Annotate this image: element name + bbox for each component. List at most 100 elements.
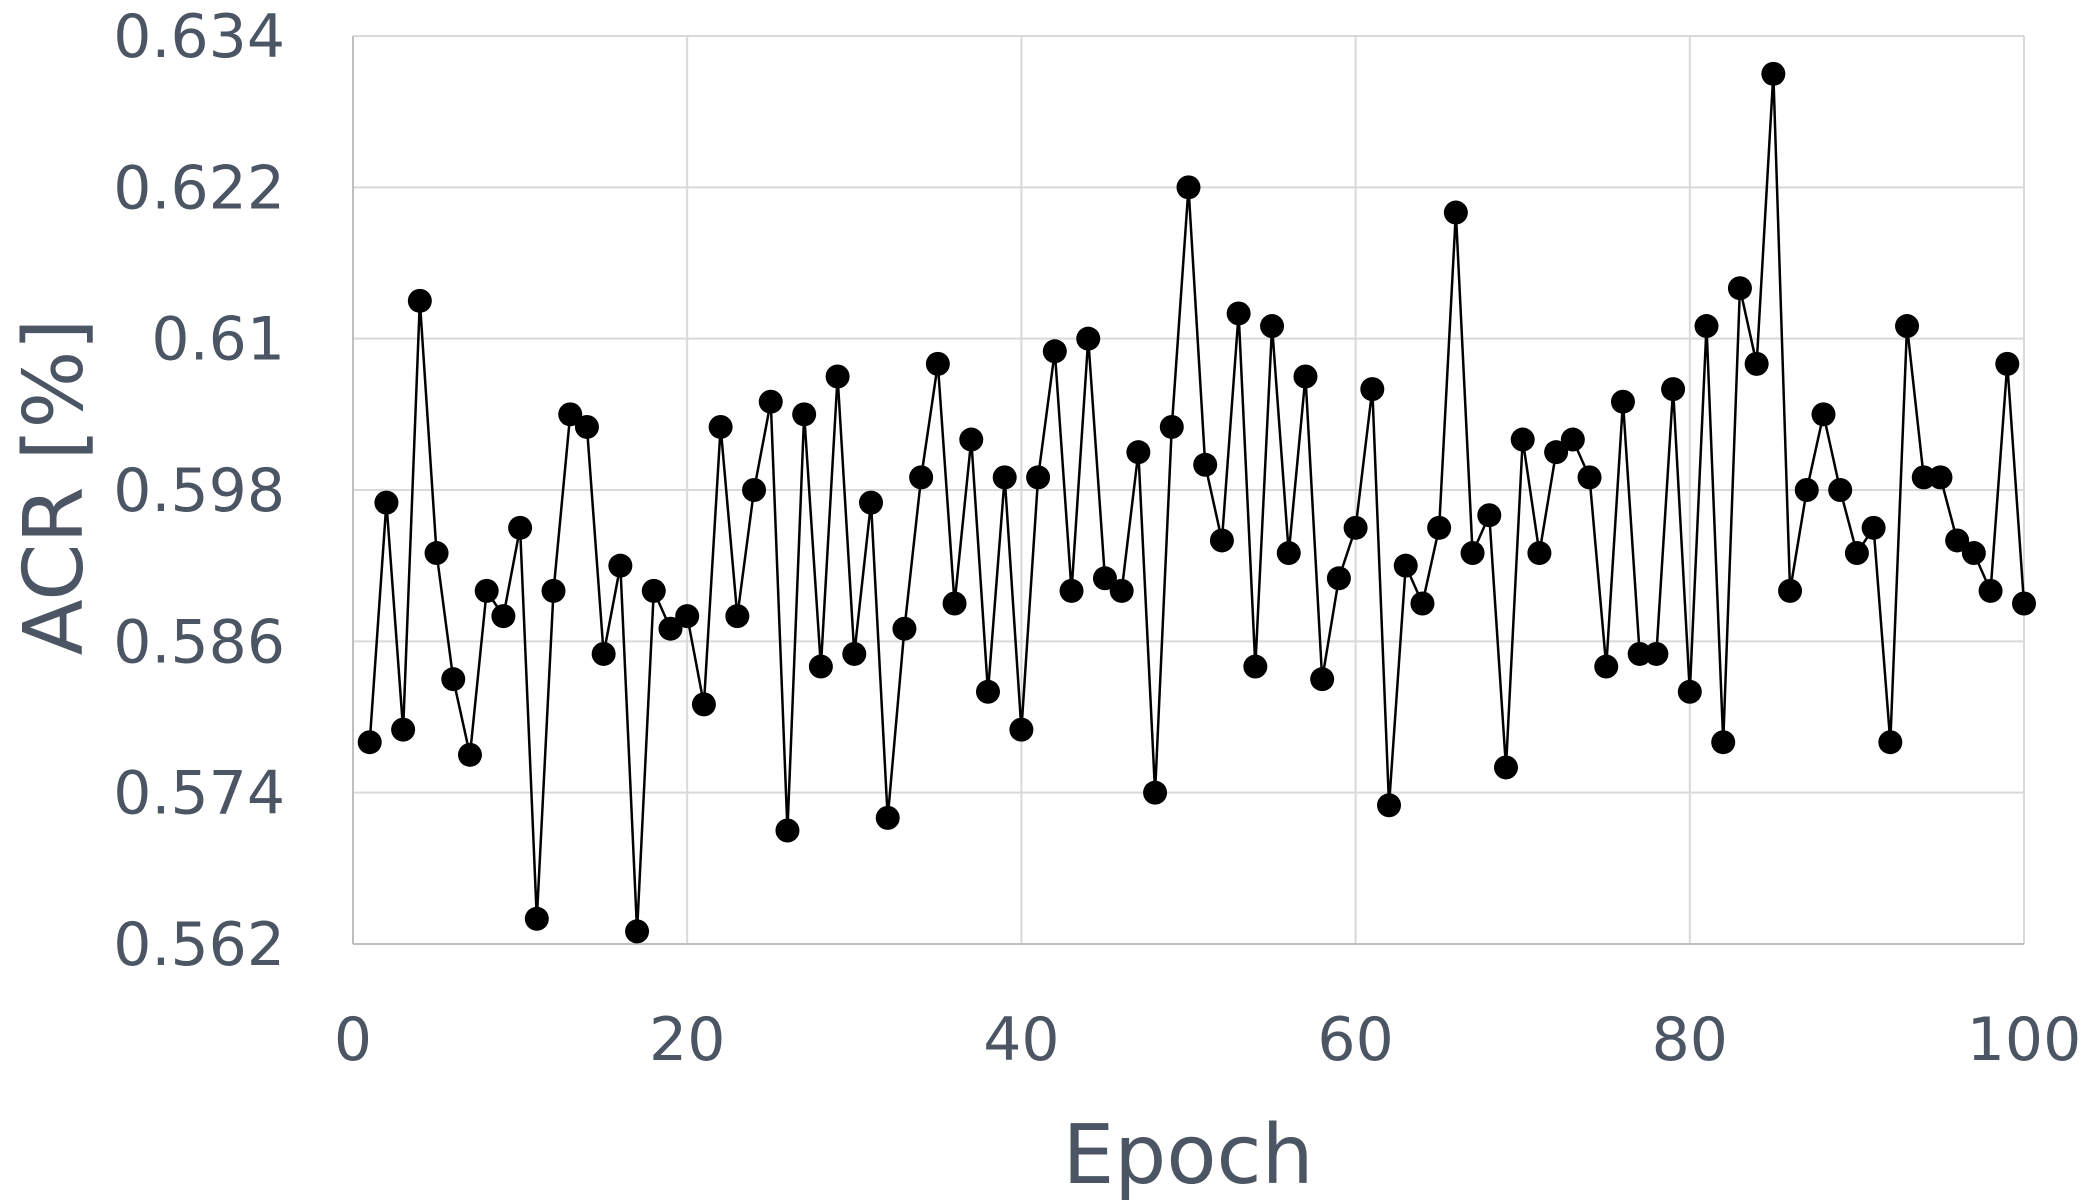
data-point xyxy=(441,667,466,692)
data-point xyxy=(1560,427,1585,452)
data-point xyxy=(1911,465,1936,490)
data-point xyxy=(1878,730,1903,755)
data-point xyxy=(909,465,934,490)
data-point xyxy=(357,730,382,755)
data-point xyxy=(491,604,516,629)
x-tick-label: 80 xyxy=(1652,1005,1728,1075)
data-point xyxy=(959,427,984,452)
data-point xyxy=(1978,578,2003,603)
data-point xyxy=(391,717,416,742)
data-point xyxy=(1744,351,1769,376)
data-point xyxy=(658,616,683,641)
data-point xyxy=(474,578,499,603)
y-tick-label: 0.61 xyxy=(151,305,285,375)
data-point xyxy=(808,654,833,679)
data-point xyxy=(1895,314,1920,339)
data-point xyxy=(1945,528,1970,553)
x-tick-label: 40 xyxy=(983,1005,1059,1075)
data-point xyxy=(875,805,900,830)
data-point xyxy=(1794,478,1819,502)
data-point xyxy=(925,351,950,376)
x-tick-label: 100 xyxy=(1967,1005,2082,1075)
data-point xyxy=(725,604,750,629)
data-point xyxy=(1059,578,1084,603)
data-point xyxy=(1026,465,1051,490)
data-point xyxy=(1493,755,1518,780)
data-point xyxy=(2012,591,2036,616)
data-point xyxy=(792,402,817,427)
data-point xyxy=(1861,515,1886,540)
data-point xyxy=(842,641,867,666)
x-tick-label: 60 xyxy=(1317,1005,1393,1075)
data-point xyxy=(1477,503,1502,528)
data-point xyxy=(775,818,800,843)
data-point xyxy=(508,515,533,540)
data-point xyxy=(1577,465,1602,490)
data-line xyxy=(368,73,2026,932)
data-point xyxy=(1276,541,1301,566)
data-point xyxy=(1627,641,1652,666)
y-tick-label: 0.562 xyxy=(113,910,285,980)
data-point xyxy=(675,604,700,629)
data-point xyxy=(424,541,449,566)
data-point xyxy=(1009,717,1034,742)
data-point xyxy=(975,679,1000,704)
data-point xyxy=(1360,377,1385,402)
data-point xyxy=(1778,578,1803,603)
y-axis-title: ACR [%] xyxy=(7,319,102,656)
data-point xyxy=(625,919,650,944)
data-point xyxy=(1610,389,1635,414)
data-point xyxy=(457,742,482,767)
data-point xyxy=(1159,414,1184,439)
data-point xyxy=(1594,654,1619,679)
data-point xyxy=(825,364,850,389)
data-point xyxy=(1109,578,1134,603)
data-point xyxy=(1995,351,2020,376)
data-point xyxy=(758,389,783,414)
data-point xyxy=(1243,654,1268,679)
x-tick-label: 0 xyxy=(334,1005,372,1075)
data-point xyxy=(892,616,917,641)
data-point xyxy=(558,402,583,427)
data-point xyxy=(1544,440,1569,465)
data-point xyxy=(1393,553,1418,578)
data-point xyxy=(1126,440,1151,465)
data-point xyxy=(1727,276,1752,301)
y-tick-label: 0.586 xyxy=(113,607,285,677)
data-point xyxy=(708,414,733,439)
data-point xyxy=(608,553,633,578)
data-point xyxy=(942,591,967,616)
data-point xyxy=(1460,541,1485,566)
data-point xyxy=(1193,452,1218,477)
y-tick-label: 0.634 xyxy=(113,2,285,72)
data-point xyxy=(1143,780,1168,805)
data-point xyxy=(1076,326,1101,351)
data-point xyxy=(1410,591,1435,616)
data-point xyxy=(591,641,616,666)
data-point xyxy=(1176,175,1201,200)
data-point xyxy=(524,906,549,931)
data-point xyxy=(1828,478,1853,502)
data-point xyxy=(1427,515,1452,540)
data-point xyxy=(859,490,884,515)
y-tick-label: 0.598 xyxy=(113,456,285,526)
data-point xyxy=(1711,730,1736,755)
data-point xyxy=(992,465,1017,490)
y-tick-label: 0.574 xyxy=(113,759,285,829)
data-point xyxy=(374,490,399,515)
data-point xyxy=(1510,427,1535,452)
data-point xyxy=(541,578,566,603)
data-point xyxy=(1293,364,1318,389)
data-point xyxy=(574,414,599,439)
data-point xyxy=(1677,679,1702,704)
data-point xyxy=(1928,465,1953,490)
data-point xyxy=(1209,528,1234,553)
data-point xyxy=(1343,515,1368,540)
data-point xyxy=(1443,200,1468,225)
data-point xyxy=(1377,793,1402,818)
x-axis-title: Epoch xyxy=(1062,1108,1313,1203)
data-point xyxy=(1811,402,1836,427)
x-tick-label: 20 xyxy=(649,1005,725,1075)
y-tick-label: 0.622 xyxy=(113,153,285,223)
data-point xyxy=(1092,566,1117,591)
